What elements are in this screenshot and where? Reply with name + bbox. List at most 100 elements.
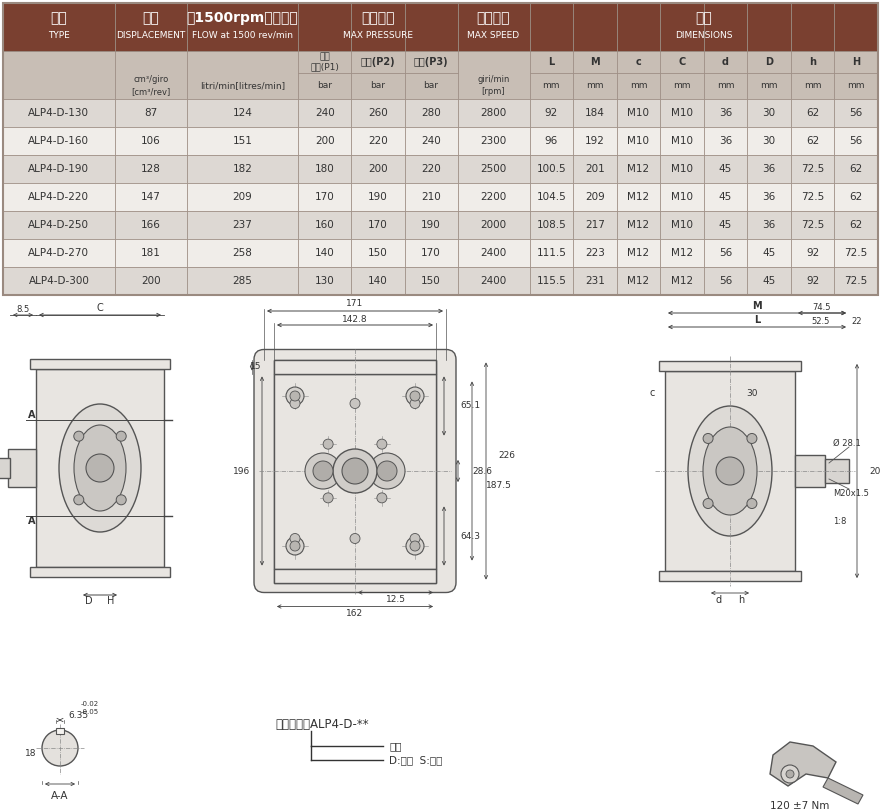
Text: bar: bar xyxy=(317,81,332,91)
Bar xyxy=(299,127,352,155)
Text: 45: 45 xyxy=(719,164,732,174)
Bar xyxy=(352,73,404,99)
Text: 36: 36 xyxy=(719,136,732,146)
Text: D: D xyxy=(765,57,774,67)
Text: MAX SPEED: MAX SPEED xyxy=(468,31,520,40)
Text: 209: 209 xyxy=(585,192,604,202)
Text: 2000: 2000 xyxy=(480,220,507,230)
Bar xyxy=(659,361,801,371)
Text: 196: 196 xyxy=(233,466,250,475)
Bar xyxy=(115,211,187,239)
Bar xyxy=(404,99,457,127)
Circle shape xyxy=(42,730,78,766)
Bar xyxy=(457,3,529,51)
Bar xyxy=(791,211,834,239)
Bar xyxy=(834,211,878,239)
Text: 30: 30 xyxy=(763,136,775,146)
Bar xyxy=(529,183,573,211)
Circle shape xyxy=(323,493,333,503)
Bar xyxy=(825,459,849,483)
FancyBboxPatch shape xyxy=(254,350,456,593)
Bar xyxy=(3,211,115,239)
Text: 56: 56 xyxy=(719,276,732,286)
Bar xyxy=(834,99,878,127)
Bar xyxy=(529,73,573,99)
Text: 142.8: 142.8 xyxy=(342,315,367,324)
Text: 22: 22 xyxy=(852,316,862,325)
Text: 56: 56 xyxy=(849,136,862,146)
Text: ALP4-D-190: ALP4-D-190 xyxy=(28,164,89,174)
Text: 2300: 2300 xyxy=(480,136,507,146)
Bar xyxy=(617,73,660,99)
Bar xyxy=(573,127,617,155)
Bar xyxy=(747,211,791,239)
Text: M10: M10 xyxy=(627,108,649,118)
Circle shape xyxy=(290,534,300,543)
Text: M12: M12 xyxy=(627,164,649,174)
Bar xyxy=(299,183,352,211)
Bar xyxy=(704,155,747,183)
Text: 124: 124 xyxy=(233,108,253,118)
Bar xyxy=(529,155,573,183)
Text: DISPLACEMENT: DISPLACEMENT xyxy=(116,31,185,40)
Text: 最大转速: 最大转速 xyxy=(477,11,510,25)
Bar xyxy=(747,127,791,155)
Bar xyxy=(660,183,704,211)
Text: 223: 223 xyxy=(585,248,604,258)
Bar xyxy=(617,267,660,295)
Bar xyxy=(747,73,791,99)
Bar xyxy=(704,183,747,211)
Text: M10: M10 xyxy=(671,220,693,230)
Bar xyxy=(660,127,704,155)
Text: 峰値(P3): 峰値(P3) xyxy=(414,57,448,67)
Bar xyxy=(404,73,457,99)
Text: c: c xyxy=(649,388,655,398)
Text: 192: 192 xyxy=(585,136,604,146)
Circle shape xyxy=(74,495,84,504)
Bar xyxy=(299,99,352,127)
Text: mm: mm xyxy=(803,81,821,91)
Bar xyxy=(352,3,404,51)
Bar xyxy=(187,155,299,183)
Bar xyxy=(529,99,573,127)
Bar xyxy=(0,458,10,478)
Text: d: d xyxy=(716,595,722,605)
Text: 62: 62 xyxy=(806,108,819,118)
Text: M10: M10 xyxy=(671,108,693,118)
Bar xyxy=(660,267,704,295)
Circle shape xyxy=(116,431,126,441)
Bar xyxy=(791,155,834,183)
Bar xyxy=(704,239,747,267)
Circle shape xyxy=(350,398,360,409)
Bar xyxy=(704,51,747,73)
Text: 规格: 规格 xyxy=(50,11,67,25)
Bar xyxy=(660,51,704,73)
Ellipse shape xyxy=(59,404,141,532)
Bar xyxy=(299,51,352,73)
Bar xyxy=(274,374,436,569)
Text: ALP4-D-130: ALP4-D-130 xyxy=(28,108,89,118)
Polygon shape xyxy=(823,778,863,804)
Text: 96: 96 xyxy=(544,136,558,146)
Text: bar: bar xyxy=(371,81,386,91)
Bar xyxy=(352,183,404,211)
Bar xyxy=(834,3,878,51)
Bar xyxy=(617,183,660,211)
Text: 108.5: 108.5 xyxy=(537,220,566,230)
Text: 200: 200 xyxy=(368,164,388,174)
Bar xyxy=(115,267,187,295)
Bar xyxy=(617,155,660,183)
Bar xyxy=(617,3,660,51)
Text: 2400: 2400 xyxy=(480,248,507,258)
Circle shape xyxy=(350,534,360,543)
Text: 150: 150 xyxy=(368,248,388,258)
Text: 240: 240 xyxy=(421,136,440,146)
Bar xyxy=(834,73,878,99)
Text: 87: 87 xyxy=(144,108,158,118)
Bar xyxy=(352,239,404,267)
Text: 220: 220 xyxy=(421,164,440,174)
Text: 190: 190 xyxy=(368,192,388,202)
Text: 151: 151 xyxy=(233,136,253,146)
Bar xyxy=(404,127,457,155)
Circle shape xyxy=(781,765,799,783)
